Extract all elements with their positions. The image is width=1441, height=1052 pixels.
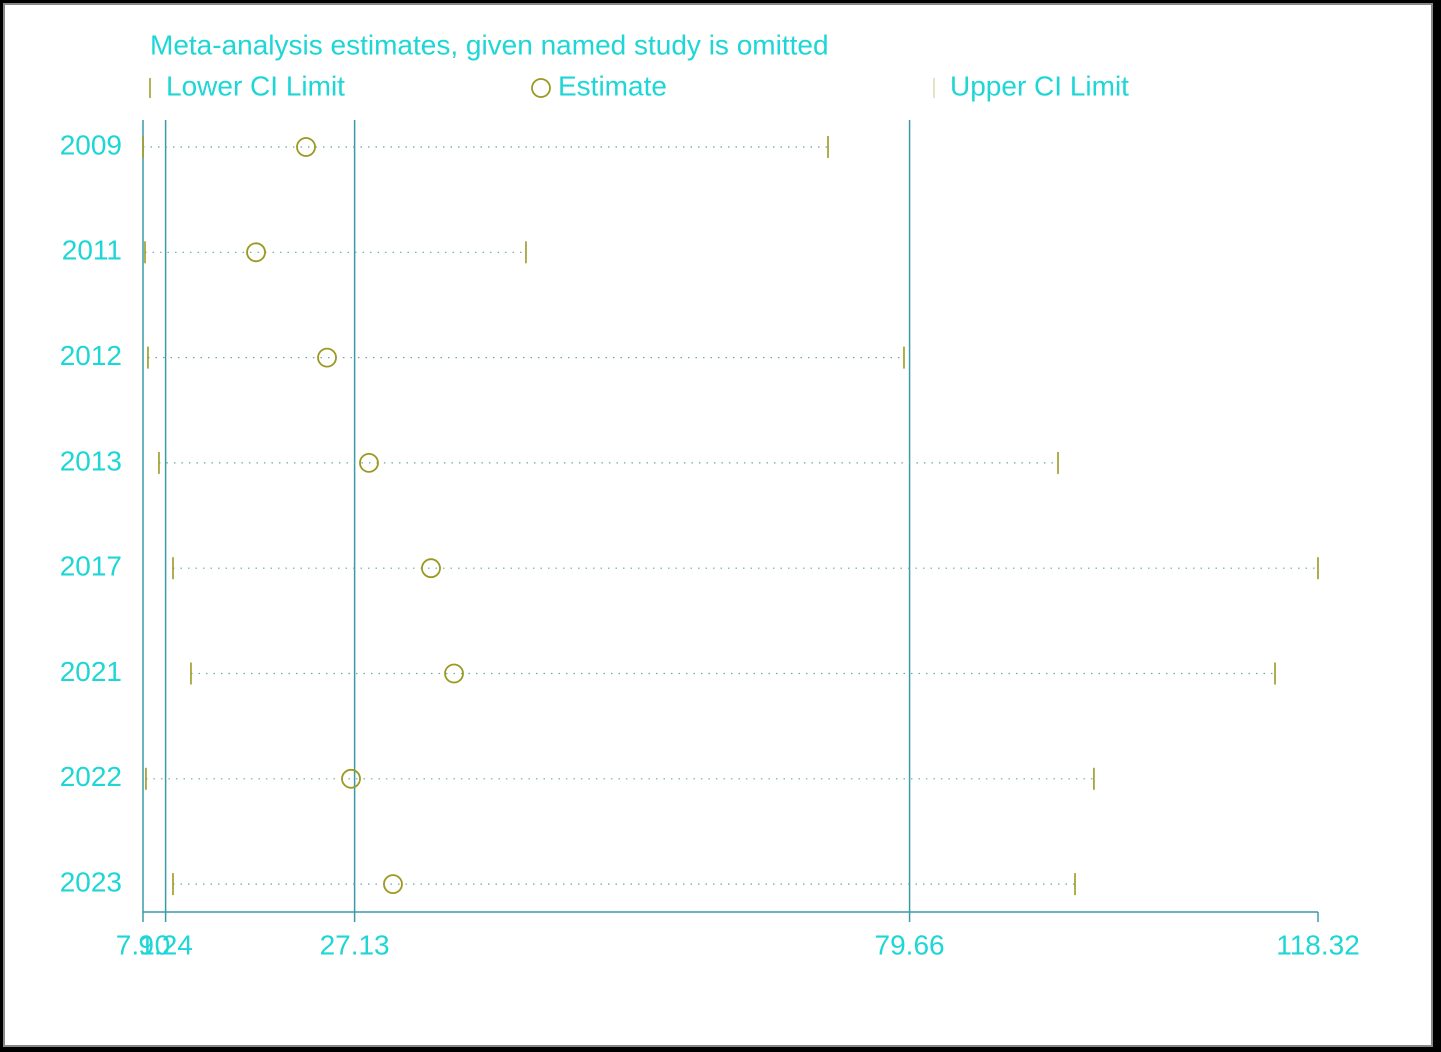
x-tick-label: 7.10 — [116, 929, 171, 960]
legend-label: Estimate — [558, 70, 667, 101]
y-tick-label: 2012 — [60, 340, 122, 371]
estimate — [444, 663, 464, 684]
y-tick-label: 2023 — [60, 866, 122, 897]
estimate — [383, 874, 403, 894]
y-tick-label: 2011 — [62, 235, 122, 266]
estimate — [421, 558, 441, 579]
estimate — [341, 768, 361, 789]
x-tick-label: 9.24 — [138, 929, 193, 960]
estimate — [359, 452, 379, 473]
legend-label: Upper CI Limit — [950, 70, 1129, 101]
estimate — [317, 347, 337, 368]
chart-title: Meta-analysis estimates, given named stu… — [150, 29, 829, 60]
x-tick-label: 79.66 — [875, 929, 945, 960]
legend-marker — [531, 78, 551, 98]
y-tick-label: 2017 — [60, 551, 122, 582]
plot-background — [3, 3, 1433, 1047]
y-tick-label: 2009 — [60, 129, 122, 160]
x-tick-label: 27.13 — [320, 929, 390, 960]
y-tick-label: 2013 — [60, 445, 122, 476]
legend-label: Lower CI Limit — [166, 70, 345, 101]
estimate — [296, 137, 316, 157]
y-tick-label: 2022 — [60, 761, 122, 792]
x-tick-label: 118.32 — [1276, 929, 1360, 960]
estimate — [246, 242, 266, 263]
y-tick-label: 2021 — [60, 656, 122, 687]
